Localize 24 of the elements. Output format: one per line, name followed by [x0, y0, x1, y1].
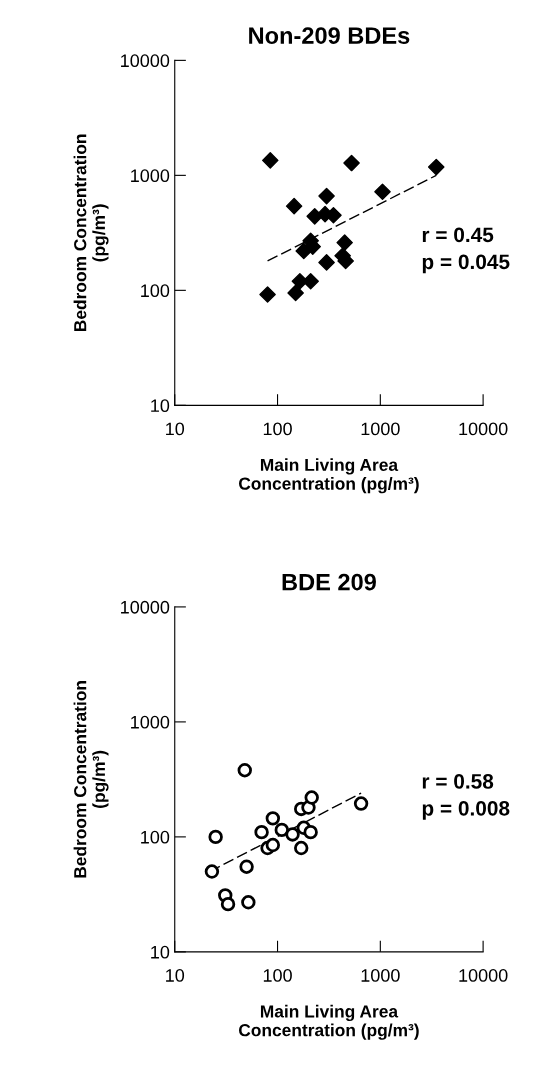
- y-tick-label: 1000: [131, 715, 170, 729]
- x-tick-label: 100: [263, 969, 292, 982]
- y-tick-label: 1000: [131, 169, 170, 183]
- chart-title: Non-209 BDEs: [249, 27, 410, 44]
- x-tick-label: 10000: [459, 969, 508, 982]
- y-axis-title: Bedroom Concentration (pg/m³): [73, 681, 109, 878]
- x-tick-label: 10000: [459, 422, 508, 436]
- x-tick-label: 100: [263, 422, 292, 436]
- x-tick-label: 1000: [361, 969, 400, 982]
- y-tick-label: 100: [141, 830, 170, 844]
- x-tick-label: 10: [166, 422, 185, 436]
- y-tick-label: 10000: [121, 600, 170, 614]
- chart-title: BDE 209: [282, 573, 376, 591]
- x-tick-label: 10: [166, 969, 185, 982]
- y-tick-label: 10: [151, 945, 170, 959]
- annotation: r = 0.58 p = 0.008: [422, 774, 510, 820]
- y-tick-label: 10000: [121, 54, 170, 68]
- y-tick-label: 10: [151, 399, 170, 413]
- x-tick-label: 1000: [361, 422, 400, 436]
- y-axis-title: Bedroom Concentration (pg/m³): [73, 134, 109, 332]
- x-axis-title: Main Living Area Concentration (pg/m³): [238, 458, 419, 494]
- y-tick-label: 100: [141, 284, 170, 298]
- annotation: r = 0.45 p = 0.045: [422, 227, 510, 274]
- x-axis-title: Main Living Area Concentration (pg/m³): [238, 1004, 419, 1040]
